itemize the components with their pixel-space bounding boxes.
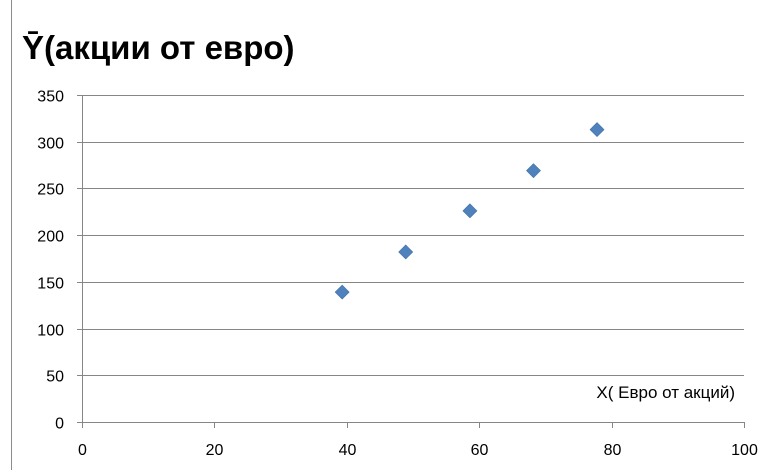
y-tick-label: 300: [37, 136, 64, 153]
x-tick-label: 100: [731, 442, 758, 459]
gridlines: [82, 95, 744, 376]
y-tick-label: 150: [37, 276, 64, 293]
data-point: [462, 203, 478, 219]
y-tick-label: 100: [37, 323, 64, 340]
y-tick-label: 0: [55, 416, 64, 433]
x-tick-label: 60: [471, 442, 489, 459]
x-axis-title: X( Евро от акций): [596, 383, 735, 402]
data-point: [526, 163, 541, 179]
y-tick-label: 350: [37, 89, 64, 106]
x-tick-label: 20: [206, 442, 224, 459]
tick-labels: 0 50 100 150 200 250 300 350 0 20 40 60 80 100: [37, 89, 758, 460]
data-point: [398, 244, 414, 260]
y-tick-label: 200: [37, 229, 64, 246]
x-tick-label: 40: [339, 442, 357, 459]
axes: [77, 95, 745, 428]
chart-title: Ȳ(акции от евро): [22, 29, 295, 66]
data-points: [334, 122, 605, 300]
y-tick-label: 250: [37, 182, 64, 199]
x-tick-label: 0: [78, 442, 87, 459]
x-tick-label: 80: [604, 442, 622, 459]
data-point: [334, 284, 350, 300]
y-tick-label: 50: [46, 369, 64, 386]
data-point: [589, 122, 605, 137]
frame-left-border: [11, 0, 12, 470]
